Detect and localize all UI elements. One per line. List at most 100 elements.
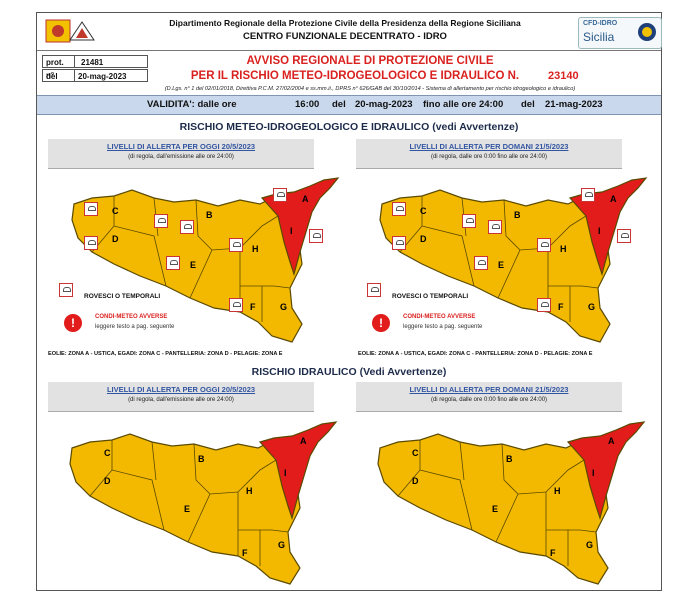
storm-icon [462, 214, 476, 228]
validity-until: fino alle ore 24:00 [423, 99, 504, 110]
idraulico-today-sub: (di regola, dall'emissione alle ore 24:0… [128, 397, 234, 403]
zone-label-b: B [206, 210, 213, 220]
zone-label-c: C [412, 448, 419, 458]
zone-label-b: B [514, 210, 521, 220]
warning-icon: ! [64, 314, 82, 332]
zone-label-c: C [104, 448, 111, 458]
zone-label-i: I [598, 226, 601, 236]
meteo-today-sub: (di regola, dall'emissione alle ore 24:0… [128, 154, 234, 160]
idraulico-tomorrow-title: LIVELLI DI ALLERTA PER DOMANI 21/5/2023 [409, 385, 569, 394]
storm-icon [154, 214, 168, 228]
idraulico-tomorrow-map: A B C D E F G H I [377, 421, 646, 585]
validity-del2: del [521, 99, 535, 110]
storm-icon [166, 256, 180, 270]
sicily-map-shape [379, 177, 648, 343]
zone-orange-area [377, 433, 609, 585]
zone-label-e: E [492, 504, 498, 514]
zone-label-e: E [190, 260, 196, 270]
header-separator [37, 50, 661, 51]
validity-del1: del [332, 99, 346, 110]
storm-icon [273, 188, 287, 202]
zone-orange-area [71, 189, 303, 343]
zone-label-f: F [242, 548, 248, 558]
zone-label-h: H [252, 244, 259, 254]
condi-title-left: CONDI-METEO AVVERSE [95, 314, 168, 320]
department-name: Dipartimento Regionale della Protezione … [169, 18, 521, 28]
zone-label-f: F [250, 302, 256, 312]
storm-icon [474, 256, 488, 270]
condi-title-right: CONDI-METEO AVVERSE [403, 314, 476, 320]
del-value: 20-mag-2023 [74, 69, 148, 82]
zone-label-d: D [420, 234, 427, 244]
storm-icon [229, 298, 243, 312]
storm-icon [59, 283, 73, 297]
storm-icon [537, 298, 551, 312]
zone-label-g: G [278, 540, 285, 550]
meteo-tomorrow-map: A B C D E F G H I [379, 177, 648, 343]
validity-to-date: 21-mag-2023 [545, 99, 603, 110]
zone-label-g: G [280, 302, 287, 312]
del-label: del [42, 69, 74, 82]
zone-red-area [260, 177, 340, 277]
zone-label-h: H [560, 244, 567, 254]
zone-borders [89, 440, 289, 566]
zone-label-b: B [506, 454, 513, 464]
zone-label-c: C [112, 206, 119, 216]
regione-sicilia-logo [45, 19, 95, 43]
sicily-map-shape [377, 421, 646, 585]
zone-label-a: A [300, 436, 307, 446]
meteo-today-header: LIVELLI DI ALLERTA PER OGGI 20/5/2023 (d… [48, 139, 314, 169]
validity-bar: VALIDITA': dalle ore 16:00 del 20-mag-20… [37, 95, 661, 115]
idraulico-section-title: RISCHIO IDRAULICO (Vedi Avvertenze) [251, 366, 447, 378]
zone-label-a: A [302, 194, 309, 204]
islands-note-right: EOLIE: ZONA A - USTICA, EGADI: ZONA C - … [358, 351, 593, 357]
storm-icon [84, 202, 98, 216]
meteo-today-map: A B C D E F G H I [71, 177, 340, 343]
avviso-number: 23140 [548, 70, 579, 82]
avviso-subtitle: PER IL RISCHIO METEO-IDROGEOLOGICO E IDR… [190, 70, 520, 82]
zone-label-e: E [184, 504, 190, 514]
islands-note-left: EOLIE: ZONA A - USTICA, EGADI: ZONA C - … [48, 351, 283, 357]
zone-orange-area [69, 433, 301, 585]
rovesci-legend-right: ROVESCI O TEMPORALI [392, 293, 469, 300]
zone-red-area [568, 177, 648, 277]
zone-label-f: F [550, 548, 556, 558]
zone-label-i: I [284, 468, 287, 478]
zone-label-a: A [608, 436, 615, 446]
storm-icon [537, 238, 551, 252]
storm-icon [84, 236, 98, 250]
avviso-title: AVVISO REGIONALE DI PROTEZIONE CIVILE [246, 55, 494, 67]
badge-bottom: Sicilia [583, 30, 615, 44]
storm-icon [180, 220, 194, 234]
prot-label: prot. n° [42, 55, 74, 80]
zone-label-i: I [592, 468, 595, 478]
zone-orange-area [379, 189, 611, 343]
validity-label: VALIDITA': dalle ore [147, 99, 237, 110]
storm-icon [392, 202, 406, 216]
cfd-idro-emblem-icon [638, 23, 656, 41]
storm-icon [309, 229, 323, 243]
zone-label-i: I [290, 226, 293, 236]
legal-reference: (D.Lgs. n° 1 del 02/01/2018, Direttiva P… [164, 86, 576, 92]
zone-label-f: F [558, 302, 564, 312]
condi-sub-left: leggere testo a pag. seguente [95, 324, 175, 330]
storm-icon [392, 236, 406, 250]
idraulico-tomorrow-header: LIVELLI DI ALLERTA PER DOMANI 21/5/2023 … [356, 382, 622, 412]
zone-label-d: D [412, 476, 419, 486]
idraulico-today-map: A B C D E F G H I [69, 421, 338, 585]
rovesci-legend-left: ROVESCI O TEMPORALI [84, 293, 161, 300]
storm-icon [229, 238, 243, 252]
sicily-map-shape [69, 421, 338, 585]
zone-label-h: H [554, 486, 561, 496]
zone-label-b: B [198, 454, 205, 464]
storm-icon [367, 283, 381, 297]
zone-label-d: D [104, 476, 111, 486]
validity-from-date: 20-mag-2023 [355, 99, 413, 110]
idraulico-tomorrow-sub: (di regola, dalle ore 0:00 fino alle ore… [430, 397, 548, 403]
condi-sub-right: leggere testo a pag. seguente [403, 324, 483, 330]
prot-value: 21481 [74, 55, 148, 68]
zone-borders [397, 440, 597, 566]
zone-label-g: G [588, 302, 595, 312]
meteo-today-title: LIVELLI DI ALLERTA PER OGGI 20/5/2023 [106, 142, 256, 151]
cfd-idro-badge: CFD-IDRO Sicilia [578, 17, 662, 49]
